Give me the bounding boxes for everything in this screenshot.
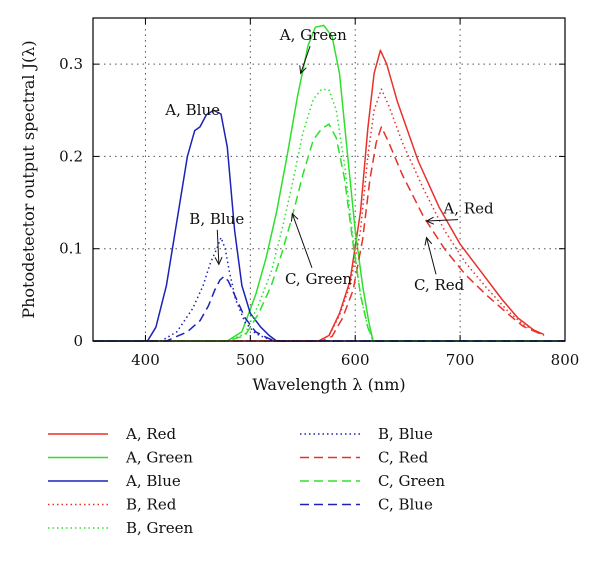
annotation-label-5: C, Green [285, 270, 352, 288]
legend-label-4: B, Red [126, 496, 177, 514]
annotation-arrow-4 [426, 219, 459, 222]
annotation-label-6: C, Red [414, 276, 465, 294]
y-tick-label: 0.2 [59, 147, 83, 165]
grid [93, 18, 565, 341]
series-line-3 [93, 109, 565, 342]
y-tick-label: 0.3 [59, 55, 83, 73]
x-tick-label: 700 [446, 351, 475, 369]
annotation-arrowhead-3 [214, 256, 223, 266]
annotation-arrow-1 [300, 45, 311, 74]
legend-label-5: B, Green [126, 519, 193, 537]
x-tick-label: 500 [236, 351, 265, 369]
annotation-arrow-3 [216, 229, 220, 265]
x-tick-label: 800 [551, 351, 580, 369]
series-line-2 [93, 24, 565, 342]
series-line-5 [93, 88, 565, 342]
annotation-arrowhead-6 [424, 236, 433, 246]
series-lines [93, 24, 565, 342]
legend-label-7: C, Red [378, 449, 429, 467]
annotation-arrowhead-4 [425, 216, 435, 225]
legend-label-3: A, Blue [125, 472, 181, 490]
series-line-9 [93, 275, 565, 342]
series-line-8 [93, 123, 565, 342]
annotation-arrow-6 [426, 237, 437, 275]
series-line-6 [93, 236, 565, 342]
legend-label-2: A, Green [125, 449, 193, 467]
legend-label-8: C, Green [378, 472, 445, 490]
series-line-7 [93, 126, 545, 342]
legend-label-1: A, Red [125, 425, 177, 443]
annotation-label-1: A, Green [279, 26, 347, 44]
x-tick-label: 600 [341, 351, 370, 369]
annotation-arrowhead-1 [299, 65, 307, 75]
legend-label-9: C, Blue [378, 496, 433, 514]
axes: 400 500 600 700 800 0 0.1 0.2 0.3 [59, 17, 580, 369]
y-tick-label: 0.1 [59, 240, 83, 258]
legend: A, Red A, Green A, Blue B, Red B, Green B, Bl… [48, 425, 445, 537]
series-line-4 [93, 88, 545, 342]
annotation-label-2: A, Blue [164, 101, 220, 119]
x-tick-label: 400 [131, 351, 160, 369]
x-axis-title: Wavelength λ (nm) [252, 375, 405, 394]
annotation-label-4: A, Red [442, 200, 494, 218]
y-tick-label: 0 [73, 332, 83, 350]
annotation-arrowhead-5 [290, 212, 299, 222]
plot-frame [92, 17, 566, 342]
annotations: A, Green A, Blue B, Blue A, Red C, Green C, R… [164, 26, 494, 294]
annotation-label-3: B, Blue [189, 210, 244, 228]
legend-label-6: B, Blue [378, 425, 433, 443]
annotation-arrow-5 [291, 213, 313, 268]
y-axis-title: Photodetector output spectral J(λ) [19, 40, 38, 318]
